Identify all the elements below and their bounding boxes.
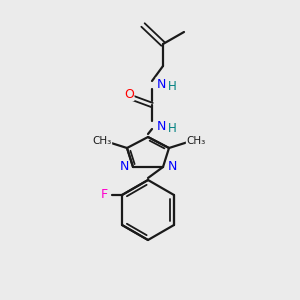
Text: N: N xyxy=(119,160,129,173)
Text: H: H xyxy=(168,80,176,94)
Text: N: N xyxy=(167,160,177,173)
Text: N: N xyxy=(156,77,166,91)
Text: CH₃: CH₃ xyxy=(92,136,112,146)
Text: O: O xyxy=(124,88,134,100)
Text: H: H xyxy=(168,122,176,136)
Text: F: F xyxy=(100,188,108,200)
Text: CH₃: CH₃ xyxy=(186,136,206,146)
Text: N: N xyxy=(156,119,166,133)
